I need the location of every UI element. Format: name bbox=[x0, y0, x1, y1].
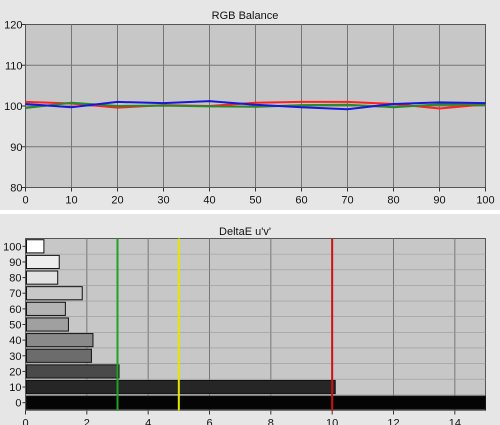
rgb-series bbox=[25, 100, 486, 111]
deltae-bar-0 bbox=[26, 395, 486, 410]
deltae-y-tick-label: 30 bbox=[9, 351, 21, 363]
rgb-balance-title: RGB Balance bbox=[212, 10, 279, 22]
rgb-x-tick-label: 100 bbox=[476, 195, 494, 207]
deltae-y-tick-label: 60 bbox=[9, 304, 21, 316]
rgb-y-tick-label: 80 bbox=[10, 183, 22, 195]
deltae-bar-50 bbox=[26, 317, 69, 332]
deltae-y-tick-label: 50 bbox=[9, 320, 21, 332]
deltae-x-tick-label: 2 bbox=[84, 418, 90, 425]
deltae-title: DeltaE u'v' bbox=[219, 226, 271, 238]
deltae-x-axis: 0 2 4 6 8 10 12 14 bbox=[22, 410, 461, 425]
deltae-bars bbox=[26, 239, 486, 410]
deltae-y-tick-label: 20 bbox=[9, 366, 21, 378]
rgb-x-tick-label: 0 bbox=[22, 195, 28, 207]
rgb-y-tick-label: 90 bbox=[10, 142, 22, 154]
rgb-y-tick-label: 110 bbox=[5, 60, 23, 72]
deltae-x-tick-label: 14 bbox=[449, 418, 461, 425]
rgb-x-tick-label: 70 bbox=[341, 195, 353, 207]
deltae-y-tick-label: 90 bbox=[9, 257, 21, 269]
deltae-bar-60 bbox=[26, 301, 66, 316]
deltae-x-tick-label: 6 bbox=[206, 418, 212, 425]
rgb-x-tick-label: 10 bbox=[65, 195, 77, 207]
deltae-bar-90 bbox=[26, 254, 60, 270]
rgb-x-tick-label: 50 bbox=[249, 195, 261, 207]
deltae-bar-40 bbox=[26, 333, 94, 348]
rgb-x-tick-label: 30 bbox=[157, 195, 169, 207]
deltae-y-tick-label: 100 bbox=[3, 241, 21, 253]
rgb-x-tick-label: 40 bbox=[203, 195, 215, 207]
rgb-series-line-1 bbox=[25, 101, 486, 110]
rgb-balance-chart: RGB Balance 80 90 100 110 120 0 10 20 30 40 50 60 7… bbox=[4, 10, 495, 207]
deltae-bar-20 bbox=[26, 364, 120, 379]
rgb-x-tick-label: 90 bbox=[433, 195, 445, 207]
rgb-y-axis: 80 90 100 110 120 bbox=[4, 20, 26, 195]
deltae-x-tick-label: 8 bbox=[268, 418, 274, 425]
deltae-gridlines bbox=[25, 238, 486, 411]
deltae-y-tick-label: 0 bbox=[15, 398, 21, 410]
rgb-x-tick-label: 60 bbox=[295, 195, 307, 207]
deltae-y-tick-label: 40 bbox=[9, 335, 21, 347]
rgb-series-line-2 bbox=[25, 100, 486, 111]
rgb-y-tick-label: 100 bbox=[4, 101, 22, 113]
deltae-y-tick-label: 10 bbox=[9, 382, 21, 394]
deltae-bar-10 bbox=[26, 379, 336, 395]
deltae-x-tick-label: 4 bbox=[145, 418, 151, 425]
deltae-thresholds bbox=[116, 238, 334, 411]
rgb-x-tick-label: 20 bbox=[111, 195, 123, 207]
deltae-y-tick-label: 70 bbox=[9, 288, 21, 300]
rgb-x-tick-label: 80 bbox=[387, 195, 399, 207]
rgb-y-tick-label: 120 bbox=[4, 20, 22, 32]
deltae-bar-100 bbox=[26, 239, 45, 254]
deltae-bar-70 bbox=[26, 286, 83, 301]
deltae-x-tick-label: 0 bbox=[22, 418, 28, 425]
deltae-x-tick-label: 10 bbox=[326, 418, 338, 425]
deltae-bar-30 bbox=[26, 348, 92, 363]
deltae-y-tick-label: 80 bbox=[9, 273, 21, 285]
deltae-bar-80 bbox=[26, 270, 59, 285]
deltae-x-tick-label: 12 bbox=[387, 418, 399, 425]
rgb-x-axis: 0 10 20 30 40 50 60 70 80 90 100 bbox=[22, 187, 495, 207]
